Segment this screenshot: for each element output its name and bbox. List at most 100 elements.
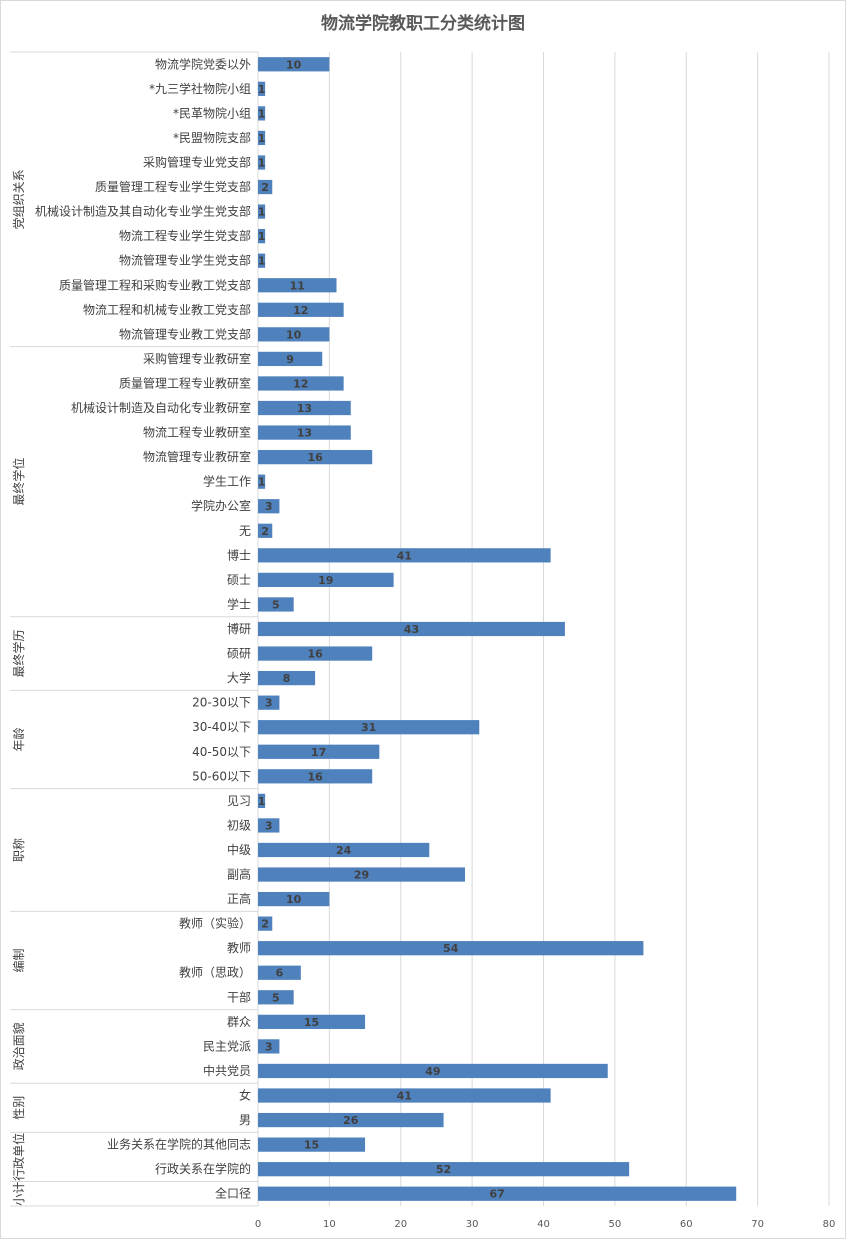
bar [258,229,266,244]
bar [258,891,330,907]
bar [258,1112,444,1128]
data-label: 13 [297,427,312,440]
bar [258,769,373,784]
x-tick-label: 70 [751,1219,764,1230]
bar [258,400,351,416]
category-label: 质量管理工程专业学生党支部 [95,179,251,194]
category-label: 物流管理专业学生党支部 [119,253,251,268]
data-label: 1 [258,83,266,96]
bar [258,965,301,980]
x-tick-label: 40 [537,1219,550,1230]
bar [258,990,294,1005]
bar [258,646,373,661]
data-label: 1 [258,107,266,120]
category-label: 男 [239,1113,251,1127]
data-label: 10 [286,58,302,71]
bar [258,744,380,759]
bar [258,1137,366,1152]
category-label: 物流管理专业教研室 [143,449,251,464]
category-label: 中级 [227,842,251,857]
data-label: 3 [265,819,273,832]
x-tick-label: 30 [466,1219,479,1230]
bar [258,670,316,686]
category-label: 学生工作 [203,474,251,489]
category-label: 副高 [227,867,251,882]
bar [258,548,551,563]
category-label: 大学 [227,670,251,685]
bar [258,1063,608,1079]
category-label: 中共党员 [203,1063,251,1078]
category-label: 学士 [227,596,251,611]
bar [258,941,644,956]
data-label: 12 [293,304,308,317]
group-label: 职称 [12,838,26,862]
data-label: 52 [436,1163,451,1176]
bar [258,81,266,96]
category-label: *民盟物院支部 [173,130,251,145]
data-label: 12 [293,377,308,390]
data-label: 31 [361,721,376,734]
group-label: 最终学历 [11,630,26,678]
data-label: 3 [265,1040,273,1053]
bar [258,499,280,514]
bar [258,155,266,170]
category-label: 机械设计制造及其自动化专业学生党支部 [35,204,251,219]
data-label: 19 [318,574,333,587]
data-label: 24 [336,844,352,857]
bar [258,253,266,268]
data-label: 67 [489,1188,504,1201]
category-label: 质量管理工程和采购专业教工党支部 [59,277,251,292]
category-label: 物流工程和机械专业教工党支部 [83,302,251,317]
data-label: 11 [290,279,305,292]
bar [258,327,330,342]
bar [258,842,430,858]
group-label: 行政单位 [11,1133,26,1181]
bar [258,1162,630,1177]
bar [258,302,344,317]
group-label: 最终学位 [11,458,26,506]
group-label: 性别 [12,1096,26,1120]
bar [258,916,273,931]
data-label: 26 [343,1114,359,1127]
x-tick-label: 20 [394,1219,407,1230]
category-label: 40-50以下 [192,745,251,759]
category-label: 物流管理专业教工党支部 [119,326,251,341]
bar [258,1088,551,1103]
bar [258,474,266,489]
data-label: 2 [261,181,269,194]
bar [258,57,330,72]
group-label: 年龄 [12,727,26,751]
bar [258,597,294,612]
category-label: 教师 [227,940,251,955]
data-label: 3 [265,500,273,513]
data-label: 1 [258,132,266,145]
bar [258,523,273,538]
category-label: *九三学社物院小组 [149,81,251,96]
category-label: 民主党派 [203,1038,251,1053]
category-label: 正高 [227,891,251,906]
bar [258,204,266,219]
data-label: 2 [261,918,269,931]
category-label: 博研 [227,621,251,636]
bar [258,818,280,833]
data-label: 1 [258,206,266,219]
category-label: 教师（实验） [179,916,251,931]
x-tick-label: 80 [823,1219,836,1230]
category-label: 博士 [227,547,251,562]
data-label: 43 [404,623,419,636]
category-label: 机械设计制造及自动化专业教研室 [71,400,251,415]
data-label: 16 [307,451,323,464]
data-label: 29 [354,869,369,882]
category-label: 女 [239,1088,251,1103]
category-label: 硕士 [227,573,251,587]
bar [258,621,565,637]
bar [258,179,273,195]
data-label: 5 [272,991,280,1004]
bar [258,867,465,882]
category-label: 物流学院党委以外 [155,56,251,71]
data-label: 3 [265,697,273,710]
category-label: 无 [239,524,251,538]
data-label: 17 [311,746,326,759]
bar [258,1039,280,1054]
bar [258,130,266,146]
